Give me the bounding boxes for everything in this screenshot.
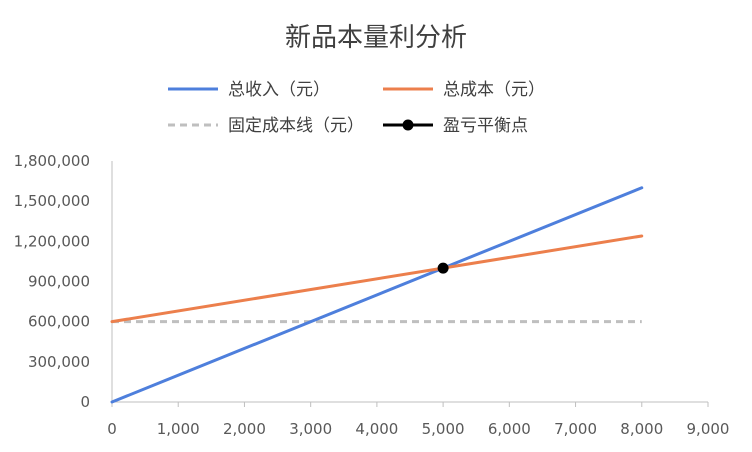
breakeven-point-marker	[437, 262, 449, 274]
axes: 0 1,000 2,000 3,000 4,000 5,000 6,000 7,000 8,00…	[14, 152, 730, 438]
legend-item-revenue: 总收入（元）	[168, 80, 330, 100]
legend-label-breakeven: 盈亏平衡点	[443, 116, 528, 136]
chart-title: 新品本量利分析	[285, 23, 467, 53]
legend-item-breakeven: 盈亏平衡点	[383, 116, 528, 136]
y-tick-label: 1,200,000	[14, 232, 90, 250]
x-tick-label: 5,000	[422, 420, 465, 438]
x-tick-label: 7,000	[554, 420, 597, 438]
x-tick-label: 2,000	[223, 420, 266, 438]
legend-swatch-breakeven-marker	[402, 119, 414, 131]
legend-label-fixed-cost: 固定成本线（元）	[228, 116, 364, 136]
y-tick-label: 0	[80, 393, 90, 411]
x-tick-label: 3,000	[289, 420, 332, 438]
series-total-cost-line	[110, 234, 644, 324]
x-tick-label: 8,000	[620, 420, 663, 438]
x-tick-label: 6,000	[488, 420, 531, 438]
y-tick-label: 600,000	[28, 313, 90, 331]
x-tick-label: 1,000	[157, 420, 200, 438]
plot-area	[110, 186, 644, 404]
legend-item-fixed-cost: 固定成本线（元）	[168, 116, 364, 136]
y-tick-label: 1,800,000	[14, 152, 90, 170]
legend: 总收入（元） 总成本（元） 固定成本线（元） 盈亏平衡点	[168, 80, 545, 136]
y-tick-label: 1,500,000	[14, 192, 90, 210]
y-tick-label: 300,000	[28, 353, 90, 371]
x-tick-label: 9,000	[687, 420, 730, 438]
legend-label-total-cost: 总成本（元）	[443, 80, 545, 100]
x-tick-label: 0	[107, 420, 117, 438]
legend-item-total-cost: 总成本（元）	[383, 80, 545, 100]
y-tick-label: 900,000	[28, 273, 90, 291]
series-revenue-line	[110, 186, 644, 404]
legend-label-revenue: 总收入（元）	[228, 80, 330, 100]
x-tick-label: 4,000	[355, 420, 398, 438]
